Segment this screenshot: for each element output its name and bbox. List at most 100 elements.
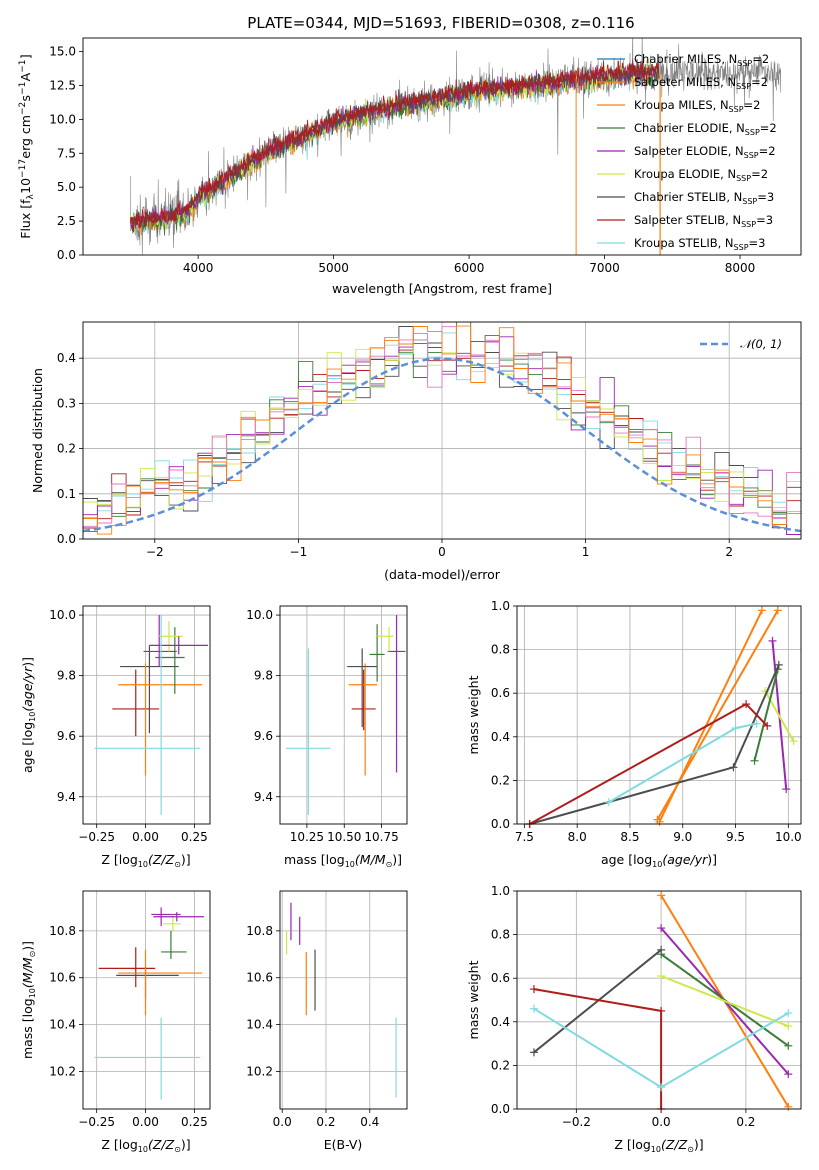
y-tick-label: 0.2 [57, 442, 76, 456]
x-axis-label: age [log10(age/yr)] [601, 852, 717, 869]
x-tick-label: 8.5 [620, 830, 639, 844]
x-tick-label: 0.25 [181, 1115, 208, 1129]
legend-entry-sub: SSP [741, 220, 756, 229]
y-tick-label: 1.0 [491, 599, 510, 613]
legend-entry-part: Kroupa STELIB, N [634, 236, 734, 250]
y-tick-label: 15.0 [49, 45, 76, 59]
legend-entry-part: Kroupa ELODIE, N [634, 167, 736, 181]
x-tick-label: −0.25 [78, 1115, 115, 1129]
weight-line-chabrier_elodie [660, 953, 789, 1047]
y-tick-label: 0.8 [491, 643, 510, 657]
y-tick-label: 10.8 [49, 924, 76, 938]
y-axis-label: mass [log10(M/M⊙)] [20, 941, 37, 1059]
x-tick-label: −0.25 [78, 830, 115, 844]
y-axis-label-part: ] [18, 54, 33, 59]
legend-entry-sub: SSP [737, 59, 752, 68]
x-tick-label: 2 [725, 545, 733, 559]
y-tick-label: 10.2 [49, 1064, 76, 1078]
figure-title: PLATE=0344, MJD=51693, FIBERID=0308, z=0… [247, 14, 634, 32]
label-part: (age/yr [662, 852, 708, 867]
legend-entry-part: =2 [760, 121, 777, 135]
x-tick-label: 10.75 [364, 830, 398, 844]
y-tick-label: 10.0 [49, 608, 76, 622]
label-part: Z [log [614, 1137, 650, 1152]
x-axis-label: wavelength [Angstrom, rest frame] [332, 281, 552, 296]
y-tick-label: 0.0 [491, 817, 510, 831]
y-tick-label: 10.0 [49, 112, 76, 126]
legend-entry-sub: SSP [742, 197, 757, 206]
label-part: (Z/Z [661, 1137, 688, 1152]
y-tick-label: 10.0 [246, 608, 273, 622]
x-tick-label: 5000 [318, 261, 349, 275]
y-tick-label: 9.8 [254, 669, 273, 683]
axes-frame [82, 321, 802, 540]
residuals-axes: −2 −1 0 1 2 0.0 0.1 0.2 0.3 0.4 𝒩(0, 1) (data-model… [30, 321, 802, 582]
y-tick-label: 0.4 [491, 730, 510, 744]
legend-entry-part: =3 [749, 236, 766, 250]
x-axis-label: (data-model)/error [384, 567, 501, 582]
y-tick-label: 0.0 [57, 532, 76, 546]
label-part: )] [392, 852, 402, 867]
axes-frame [516, 605, 802, 825]
y-axis-label-part: Flux [f [18, 199, 33, 239]
x-tick-label: 0.00 [132, 1115, 159, 1129]
axes-frame [279, 605, 408, 825]
weight-line-kroupa_miles [656, 609, 779, 821]
x-tick-label: 8.0 [568, 830, 587, 844]
x-tick-label: 0 [438, 545, 446, 559]
y-axis-label-part: A [18, 72, 33, 81]
normal-curve [83, 357, 801, 533]
y-axis-label-part: −2 [18, 102, 28, 115]
y-tick-label: 0.2 [491, 773, 510, 787]
weight-line-chabrier_elodie [753, 668, 779, 762]
legend-entry-sub: SSP [744, 151, 759, 160]
y-tick-label: 10.4 [246, 1018, 273, 1032]
legend-entry-part: =2 [744, 98, 761, 112]
weight-line-chabrier_stelib [529, 664, 780, 824]
x-tick-label: −2 [146, 545, 164, 559]
axes-frame [516, 890, 802, 1110]
label-sub: ⊙ [386, 860, 393, 869]
legend-entry-sub: SSP [745, 128, 760, 137]
x-axis-label: mass [log10(M/M⊙)] [284, 852, 402, 869]
label-sub: 10 [138, 860, 148, 869]
x-tick-label: 1 [582, 545, 590, 559]
legend-entry-part: Kroupa MILES, N [634, 98, 729, 112]
y-tick-label: 5.0 [57, 180, 76, 194]
legend-entry-sub: SSP [734, 243, 749, 252]
x-tick-label: 4000 [183, 261, 214, 275]
legend-entry-sub: SSP [729, 105, 744, 114]
y-axis-label-part: λ [26, 194, 36, 200]
age_vs_mass-axes: 10.25 10.50 10.75 9.4 9.6 9.8 10.0 mass [log10(… [246, 605, 408, 869]
label-part: )] [181, 1137, 191, 1152]
x-tick-label: −1 [290, 545, 308, 559]
legend-entry: Kroupa ELODIE, NSSP=2 [634, 167, 768, 183]
legend-entry-part: Chabrier MILES, N [634, 52, 737, 66]
label-part: (M/M [355, 852, 386, 867]
histogram-salpeter_miles [83, 326, 801, 527]
y-tick-label: 10.2 [246, 1064, 273, 1078]
label-sub: 10 [652, 860, 662, 869]
y-tick-label: 0.0 [491, 1102, 510, 1116]
legend-entry-sub: SSP [736, 174, 751, 183]
legend-entry: Kroupa MILES, NSSP=2 [634, 98, 760, 114]
label-part: )] [20, 657, 35, 667]
x-axis-label: E(B-V) [324, 1137, 363, 1152]
weight-line-kroupa_elodie [660, 975, 789, 1028]
y-tick-label: 10.8 [246, 924, 273, 938]
y-tick-label: 12.5 [49, 78, 76, 92]
y-tick-label: 7.5 [57, 146, 76, 160]
y-tick-label: 9.4 [57, 790, 76, 804]
y-tick-label: 9.6 [254, 729, 273, 743]
y-tick-label: 2.5 [57, 214, 76, 228]
legend-entry: Chabrier ELODIE, NSSP=2 [634, 121, 777, 137]
label-sub: ⊙ [174, 1145, 181, 1154]
label-part: age [log [601, 852, 652, 867]
label-part: (M/M [20, 957, 35, 988]
label-sub: ⊙ [687, 1145, 694, 1154]
y-tick-label: 9.8 [57, 669, 76, 683]
legend-entry: Salpeter ELODIE, NSSP=2 [634, 144, 776, 160]
y-tick-label: 10.4 [49, 1018, 76, 1032]
x-tick-label: 0.00 [132, 830, 159, 844]
